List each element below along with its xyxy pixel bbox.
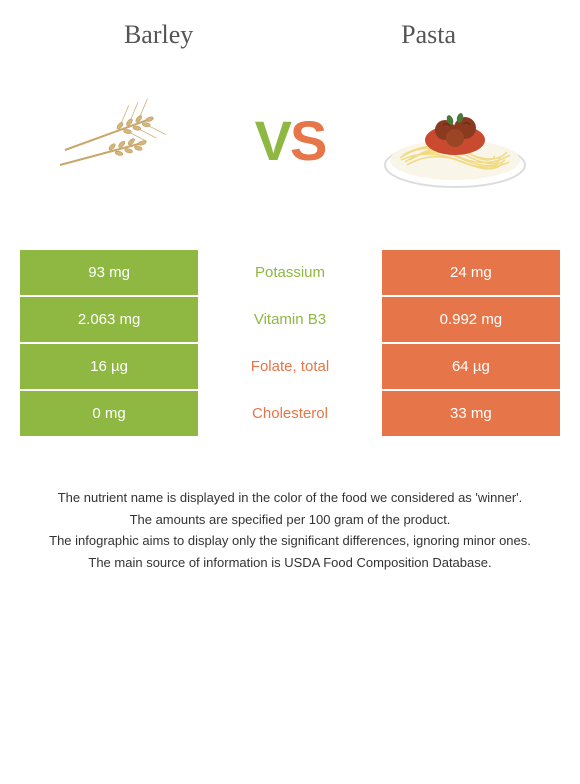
table-row: 93 mgPotassium24 mg	[20, 250, 560, 296]
right-value-cell: 0.992 mg	[382, 296, 560, 343]
left-value-cell: 2.063 mg	[20, 296, 198, 343]
nutrient-name-cell: Potassium	[198, 250, 382, 296]
left-food-title: Barley	[124, 20, 193, 50]
vs-v-letter: V	[255, 109, 290, 172]
footer-line-1: The nutrient name is displayed in the co…	[30, 488, 550, 508]
nutrient-name-cell: Folate, total	[198, 343, 382, 390]
footer-line-2: The amounts are specified per 100 gram o…	[30, 510, 550, 530]
table-row: 16 µgFolate, total64 µg	[20, 343, 560, 390]
header-row: Barley Pasta	[20, 20, 560, 50]
vs-label: VS	[255, 108, 326, 173]
vs-s-letter: S	[290, 109, 325, 172]
right-value-cell: 33 mg	[382, 390, 560, 437]
images-row: VS	[20, 70, 560, 210]
left-value-cell: 93 mg	[20, 250, 198, 296]
nutrient-name-cell: Vitamin B3	[198, 296, 382, 343]
right-value-cell: 24 mg	[382, 250, 560, 296]
barley-icon	[45, 90, 205, 190]
nutrient-name-cell: Cholesterol	[198, 390, 382, 437]
footer-line-3: The infographic aims to display only the…	[30, 531, 550, 551]
footer-text: The nutrient name is displayed in the co…	[20, 488, 560, 572]
table-row: 2.063 mgVitamin B30.992 mg	[20, 296, 560, 343]
table-row: 0 mgCholesterol33 mg	[20, 390, 560, 437]
barley-image	[45, 80, 205, 200]
left-value-cell: 0 mg	[20, 390, 198, 437]
left-value-cell: 16 µg	[20, 343, 198, 390]
footer-line-4: The main source of information is USDA F…	[30, 553, 550, 573]
comparison-table: 93 mgPotassium24 mg2.063 mgVitamin B30.9…	[20, 250, 560, 438]
table-body: 93 mgPotassium24 mg2.063 mgVitamin B30.9…	[20, 250, 560, 437]
right-food-title: Pasta	[401, 20, 456, 50]
pasta-image	[375, 80, 535, 200]
right-value-cell: 64 µg	[382, 343, 560, 390]
pasta-icon	[375, 80, 535, 200]
